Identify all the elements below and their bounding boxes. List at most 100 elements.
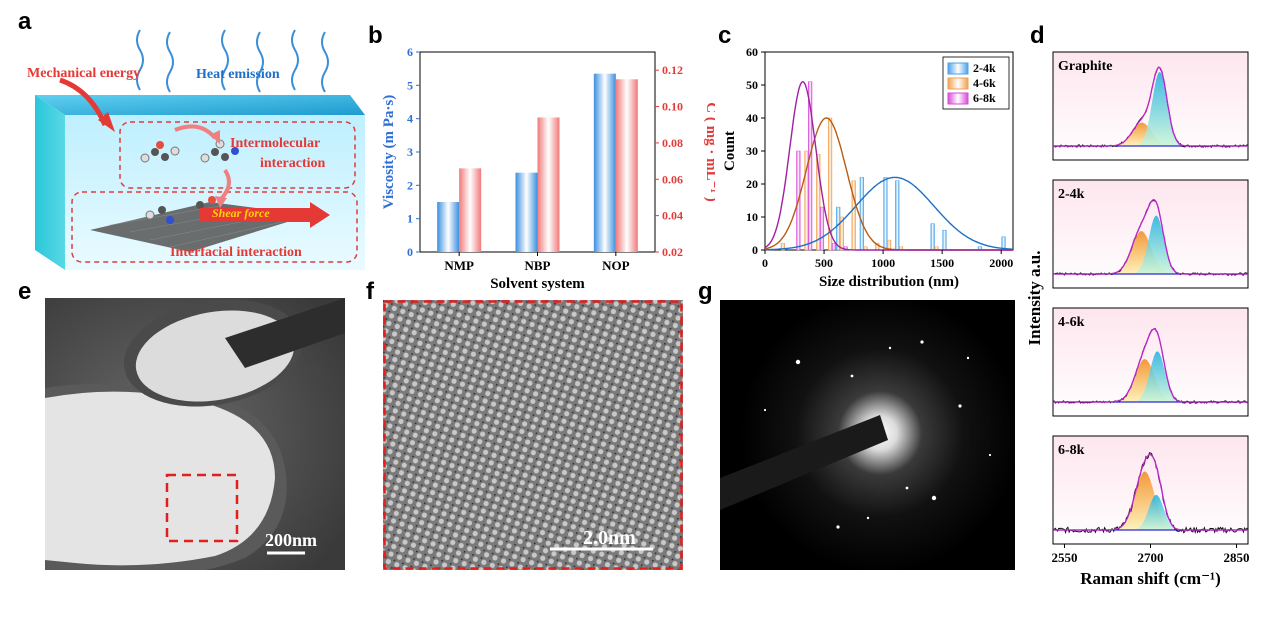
subplot-label: 6-8k: [1058, 443, 1085, 458]
saed-pattern-g: [720, 300, 1015, 570]
y-tick-label-right: 0.08: [662, 136, 683, 150]
x-tick-label: 1500: [930, 256, 954, 270]
histogram-bar: [808, 81, 813, 251]
intermolecular-region: [119, 121, 356, 189]
y-tick-label: 0: [752, 243, 758, 257]
fit-curve: [764, 117, 1013, 251]
y-tick-label-right: 0.02: [662, 245, 683, 259]
subplot-label: Graphite: [1058, 59, 1112, 74]
y-axis-label-right: C ( mg · mL⁻¹ ): [703, 102, 715, 202]
histogram-bar: [831, 243, 836, 251]
fit-curve: [764, 80, 1013, 251]
x-tick-label: 2550: [1051, 550, 1077, 565]
fit-envelope: [1053, 198, 1248, 275]
fit-envelope: [1053, 454, 1248, 531]
legend-label: 6-8k: [973, 91, 996, 105]
heat-waves: [136, 29, 329, 93]
zoom-region-box: [165, 473, 239, 543]
fit-envelope: [1053, 328, 1248, 403]
x-tick-label: 500: [815, 256, 833, 270]
schematic-diagram: Mechanical energy Heat emission Intermol…: [27, 29, 365, 270]
x-tick-label: NOP: [602, 258, 630, 273]
legend-swatch: [947, 92, 969, 105]
hrtem-image-f: 2.0nm: [383, 300, 683, 570]
x-axis-label: Raman shift (cm⁻¹): [1080, 569, 1221, 588]
histogram-bar: [819, 206, 825, 251]
beam-stop-e: [225, 298, 345, 368]
x-tick-label: NBP: [525, 258, 551, 273]
y-axis-label: Intensity a.u.: [1025, 251, 1044, 346]
panel-label-c: c: [718, 22, 732, 49]
panel-label-a: a: [18, 8, 32, 35]
chart-b-viscosity: NMP NBP NOP 0 1 2 3 4 5 6 0.02 0.04 0.06 0.08 0.10 0.12…: [381, 45, 715, 292]
peak-2-fill: [1053, 215, 1248, 274]
y-axis-label: Count: [722, 131, 738, 171]
peak-2-fill: [1053, 351, 1248, 402]
box-side: [35, 95, 65, 270]
chart-c-size-distribution: 0 500 1000 1500 2000 0 10 20 30 40 50 60 Size distri…: [722, 45, 1014, 290]
y-tick-label: 60: [746, 45, 758, 59]
panel-label-e: e: [18, 278, 32, 305]
y-tick-label-left: 0: [407, 245, 413, 259]
shear-force-label: Shear force: [212, 206, 270, 220]
histogram-bar: [839, 216, 844, 251]
y-tick-label-left: 3: [407, 145, 413, 159]
y-tick-label-right: 0.12: [662, 63, 683, 77]
fit-curve: [765, 176, 1014, 251]
histogram-bar: [930, 223, 935, 251]
x-tick-label: 0: [762, 256, 768, 270]
x-tick-label: NMP: [444, 258, 474, 273]
bar-concentration: [459, 168, 482, 252]
scale-label-e: 200nm: [265, 530, 317, 550]
histogram-bar: [942, 229, 947, 251]
y-tick-label: 20: [746, 177, 758, 191]
x-tick-label: 2700: [1138, 550, 1164, 565]
intermolecular-label-1: Intermolecular: [230, 136, 320, 151]
y-tick-label-right: 0.04: [662, 209, 683, 223]
legend-label: 2-4k: [973, 61, 996, 75]
beam-stop-g: [720, 415, 888, 510]
x-axis-label: Size distribution (nm): [819, 274, 959, 290]
histogram-bar: [859, 177, 864, 251]
bar-viscosity: [515, 172, 538, 252]
shear-arrow: [200, 202, 330, 228]
box-top: [35, 95, 365, 115]
bar-concentration: [615, 79, 638, 252]
histogram-bar: [816, 154, 821, 251]
y-tick-label-right: 0.10: [662, 100, 683, 114]
peak-2-fill: [1053, 71, 1248, 146]
bar-viscosity: [437, 202, 460, 252]
y-tick-label-left: 1: [407, 212, 413, 226]
panel-label-f: f: [366, 278, 374, 305]
histogram-bar: [827, 117, 833, 251]
interfacial-label: Interfacial interaction: [170, 245, 302, 260]
peak-2-fill: [1053, 494, 1248, 530]
x-axis-label: Solvent system: [490, 276, 585, 292]
panel-label-b: b: [368, 22, 383, 49]
subplot-label: 2-4k: [1058, 187, 1085, 202]
mechanical-energy-label: Mechanical energy: [27, 66, 140, 81]
y-tick-label-left: 4: [407, 112, 413, 126]
y-axis-label-left: Viscosity (m Pa·s): [381, 95, 397, 209]
subplot-label: 4-6k: [1058, 315, 1085, 330]
legend-label: 4-6k: [973, 76, 996, 90]
hole-large: [45, 391, 275, 566]
fit-envelope: [1053, 66, 1248, 147]
interfacial-region: [71, 191, 358, 263]
zoom-frame: [383, 300, 683, 570]
y-tick-label: 40: [746, 111, 758, 125]
x-tick-label: 1000: [871, 256, 895, 270]
tem-image-e: 200nm: [45, 298, 345, 570]
y-tick-label-left: 2: [407, 178, 413, 192]
panel-label-g: g: [698, 278, 713, 305]
heat-emission-label: Heat emission: [196, 67, 280, 82]
peak-1-fill: [1053, 471, 1248, 530]
histogram-bar: [780, 243, 785, 251]
y-tick-label: 50: [746, 78, 758, 92]
histogram-bar: [895, 180, 900, 251]
x-tick-label: 2850: [1224, 550, 1250, 565]
y-tick-label: 30: [746, 144, 758, 158]
x-tick-label: 2000: [989, 256, 1013, 270]
histogram-bar: [883, 177, 888, 251]
